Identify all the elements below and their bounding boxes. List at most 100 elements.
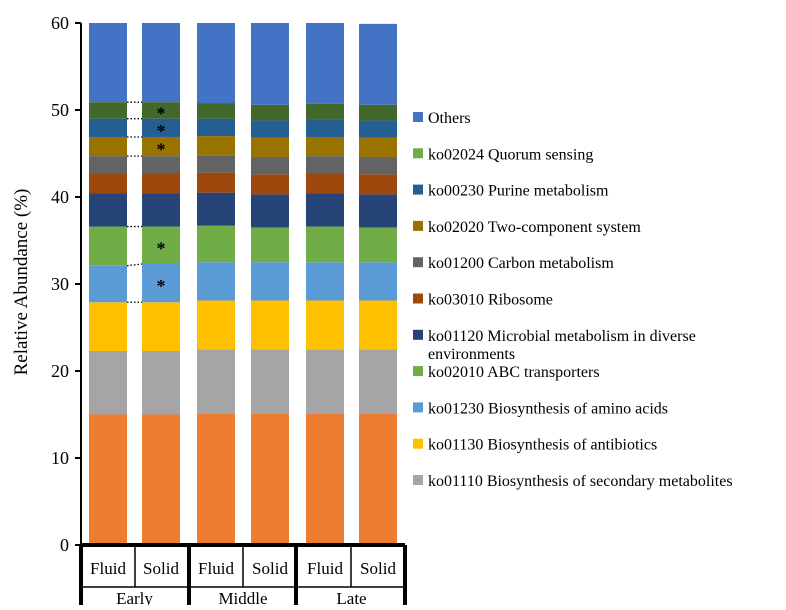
- bar-segment: [142, 193, 180, 227]
- bar-segment: [359, 120, 397, 138]
- y-tick-label: 40: [51, 187, 69, 207]
- legend-label: ko03010 Ribosome: [428, 292, 553, 309]
- legend-swatch: [413, 402, 423, 413]
- bar-segment: [89, 156, 127, 174]
- legend-label: ko01230 Biosynthesis of amino acids: [428, 400, 668, 417]
- x-category-label: Fluid: [198, 559, 234, 578]
- bar-segment: [89, 414, 127, 545]
- legend-swatch: [413, 257, 423, 268]
- bar-segment: [197, 300, 235, 350]
- bar-segment: [142, 118, 180, 137]
- significance-star: *: [157, 121, 166, 141]
- legend-label: ko01110 Biosynthesis of secondary metabo…: [428, 473, 733, 490]
- bar-segment: [306, 226, 344, 263]
- bar-segment: [89, 118, 127, 137]
- bar-segment: [251, 156, 289, 175]
- bar-segment: [142, 23, 180, 103]
- y-tick-label: 20: [51, 361, 69, 381]
- y-tick-label: 30: [51, 274, 69, 294]
- legend-label: ko02020 Two-component system: [428, 219, 641, 236]
- bar-segment: [251, 194, 289, 228]
- x-category-label: Solid: [252, 559, 288, 578]
- y-tick-label: 50: [51, 100, 69, 120]
- bar-segment: [359, 300, 397, 350]
- bar-segment: [89, 173, 127, 194]
- bar-segment: [251, 262, 289, 301]
- legend-label: ko02024 Quorum sensing: [428, 146, 593, 163]
- bar-segment: [251, 174, 289, 195]
- bar-segment: [142, 156, 180, 174]
- significance-connectors: [126, 101, 143, 303]
- dotted-connector: [126, 263, 143, 267]
- legend-swatch: [413, 112, 423, 122]
- legend-label: Others: [428, 110, 471, 127]
- bar-segment: [142, 102, 180, 119]
- legend-swatch: [413, 438, 423, 449]
- legend-swatch: [413, 475, 423, 485]
- bar-segment: [197, 192, 235, 226]
- bar-segment: [306, 103, 344, 120]
- significance-star: *: [157, 140, 166, 160]
- bar-segment: [251, 227, 289, 263]
- bar-segment: [359, 137, 397, 157]
- bar-segment: [142, 302, 180, 351]
- bar-segment: [89, 193, 127, 227]
- bar-segment: [306, 262, 344, 301]
- x-category-label: Solid: [360, 559, 396, 578]
- x-group-label: Early: [116, 589, 153, 605]
- bar-segment: [142, 136, 180, 157]
- y-tick-label: 0: [60, 535, 69, 555]
- bar-segment: [142, 350, 180, 415]
- bar-segment: [359, 156, 397, 175]
- bar-segment: [306, 300, 344, 350]
- bar-segment: [359, 349, 397, 414]
- significance-star: *: [157, 103, 166, 123]
- bar-segment: [359, 413, 397, 545]
- bar-segment: [197, 103, 235, 119]
- bar-segment: [89, 302, 127, 351]
- bar-segment: [306, 23, 344, 104]
- bar-segment: [306, 136, 344, 157]
- bar-segment: [89, 226, 127, 266]
- bar-segment: [197, 262, 235, 301]
- bar-segment: [197, 136, 235, 156]
- bar-segment: [197, 23, 235, 104]
- legend: Others ko02024 Quorum sensing ko00230 Puri…: [413, 110, 733, 490]
- x-category-label: Solid: [143, 559, 179, 578]
- legend-swatch: [413, 148, 423, 159]
- legend-label: ko01200 Carbon metabolism: [428, 255, 614, 272]
- legend-label: ko01130 Biosynthesis of antibiotics: [428, 437, 657, 454]
- category-table: Fluid Solid Fluid Solid Fluid Solid Early Middl…: [79, 545, 407, 608]
- bar-segment: [251, 120, 289, 138]
- bar-segment: [359, 174, 397, 195]
- bar-segment: [89, 136, 127, 157]
- significance-star: *: [157, 238, 166, 258]
- y-tick-label: 10: [51, 448, 69, 468]
- bar-segment: [197, 413, 235, 545]
- bar-segment: [197, 349, 235, 414]
- bar-segment: [197, 155, 235, 173]
- y-axis-title: Relative Abundance (%): [11, 189, 32, 376]
- legend-swatch: [413, 184, 423, 195]
- legend-label: ko01120 Microbial metabolism in diverse e…: [428, 328, 696, 363]
- x-category-label: Fluid: [307, 559, 343, 578]
- bar-segment: [359, 23, 397, 105]
- bar-segment: [197, 118, 235, 137]
- bar-segment: [359, 262, 397, 301]
- bar-segment: [142, 226, 180, 264]
- bar-segment: [251, 300, 289, 350]
- legend-swatch: [413, 366, 423, 377]
- x-group-label: Middle: [218, 589, 267, 605]
- significance-stars: *****: [157, 103, 166, 296]
- bar-segment: [359, 194, 397, 228]
- legend-swatch: [413, 329, 423, 340]
- bar-segment: [89, 102, 127, 119]
- bar-segment: [251, 104, 289, 121]
- bar-segment: [359, 227, 397, 263]
- bars-layer: [89, 23, 397, 545]
- bar-segment: [251, 349, 289, 414]
- bar-segment: [142, 414, 180, 545]
- bar-segment: [89, 23, 127, 103]
